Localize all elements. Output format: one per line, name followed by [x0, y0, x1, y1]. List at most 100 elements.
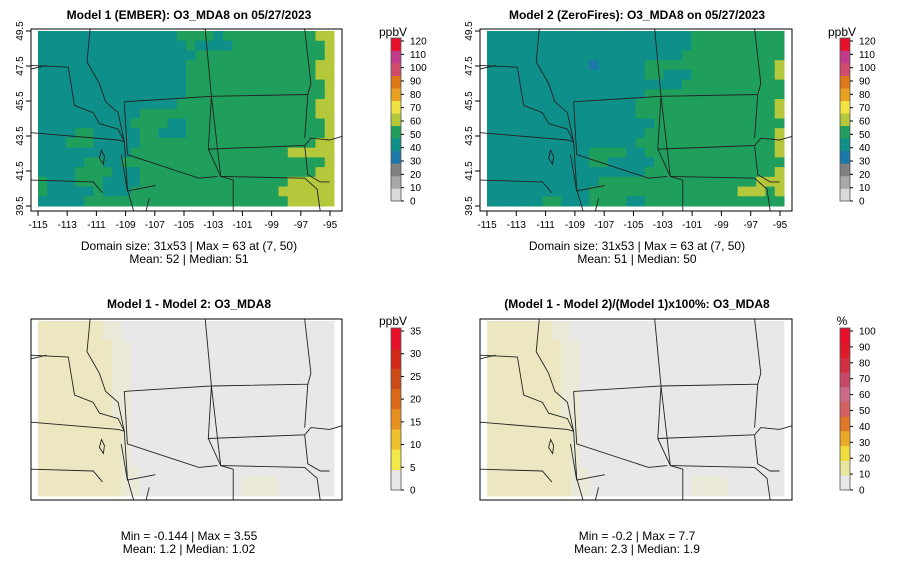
map-cell [75, 167, 85, 178]
map-cell [746, 389, 757, 400]
map-cell [93, 176, 104, 188]
map-cell [598, 359, 609, 371]
map-cell [709, 350, 720, 361]
map-cell [579, 330, 590, 341]
colorbar-tick-label: 30 [410, 349, 422, 360]
map-cell [213, 340, 224, 351]
map-cell [487, 447, 497, 458]
map-cell [84, 79, 94, 90]
map-cell [84, 108, 94, 119]
map-cell [681, 157, 692, 168]
state-border [479, 468, 553, 483]
map-cell [589, 321, 599, 332]
map-cell [112, 447, 122, 458]
map-cell [269, 108, 279, 119]
state-border [657, 96, 793, 150]
map-cell [121, 340, 131, 351]
map-cell [297, 350, 307, 361]
map-cell [149, 350, 159, 361]
map-cell [561, 418, 572, 429]
map-cell [121, 118, 131, 129]
map-cell [112, 108, 122, 119]
map-cell [130, 330, 141, 341]
map-cell [65, 31, 76, 42]
map-cell [176, 196, 187, 207]
map-cell [167, 89, 178, 100]
map-cell [112, 79, 122, 90]
map-cell [232, 99, 242, 110]
map-cell [158, 79, 168, 90]
colorbar-swatch [391, 368, 401, 390]
map-cell [709, 157, 720, 168]
map-cell [130, 196, 141, 207]
map-cell [533, 89, 544, 100]
map-cell [561, 321, 572, 332]
map-cell [260, 89, 270, 100]
plot-frame [30, 28, 343, 212]
map-cell [663, 350, 674, 361]
map-cell [38, 31, 48, 42]
map-cell [56, 60, 67, 71]
state-borders [479, 318, 793, 501]
map-cell [496, 118, 507, 129]
panel-title: Model 1 (EMBER): O3_MDA8 on 05/27/2023 [66, 8, 312, 22]
state-border [207, 148, 222, 177]
map-cell [287, 330, 298, 341]
map-cell [112, 457, 122, 468]
map-cell [176, 31, 187, 42]
map-cell [681, 108, 692, 119]
map-cell [616, 118, 627, 129]
map-cell [719, 196, 729, 207]
map-cell [65, 40, 76, 51]
map-cell [644, 486, 655, 497]
map-cell [551, 340, 562, 351]
map-cell [598, 437, 609, 448]
map-cell [579, 466, 590, 478]
map-cell [306, 437, 316, 448]
map-cell [260, 379, 270, 390]
map-cell [524, 50, 534, 61]
map-cell [765, 118, 776, 129]
map-cell [139, 40, 150, 51]
map-cell [700, 486, 711, 497]
map-cell [297, 137, 307, 149]
map-cell [746, 340, 757, 351]
map-cell [635, 350, 646, 361]
map-cell [654, 89, 664, 100]
map-cell [607, 466, 618, 478]
map-cell [654, 167, 664, 178]
map-cell [250, 79, 261, 90]
map-cell [186, 137, 196, 149]
map-cell [278, 137, 289, 149]
map-cell [324, 418, 335, 429]
map-cell [765, 457, 776, 468]
map-cell [195, 398, 205, 409]
map-cell [709, 379, 720, 390]
map-cell [47, 157, 57, 168]
map-cell [607, 340, 618, 351]
map-cell [607, 128, 618, 139]
state-border [207, 96, 343, 150]
map-cell [589, 118, 599, 129]
map-cell [306, 340, 316, 351]
map-cell [635, 186, 646, 197]
map-cell [213, 466, 224, 478]
map-cell [728, 427, 739, 439]
map-cell [269, 427, 279, 439]
map-cell [56, 31, 67, 42]
map-cell [278, 147, 289, 158]
map-cell [635, 79, 646, 90]
map-cell [139, 379, 150, 390]
map-cell [176, 321, 187, 332]
map-cell [551, 99, 562, 110]
map-cell [121, 359, 131, 371]
map-cell [616, 89, 627, 100]
map-cell [765, 157, 776, 168]
map-cell [765, 69, 776, 81]
map-cell [589, 108, 599, 119]
colorbar-frame [390, 37, 402, 202]
map-cell [728, 418, 739, 429]
map-cell [607, 359, 618, 371]
map-cell [700, 379, 711, 390]
